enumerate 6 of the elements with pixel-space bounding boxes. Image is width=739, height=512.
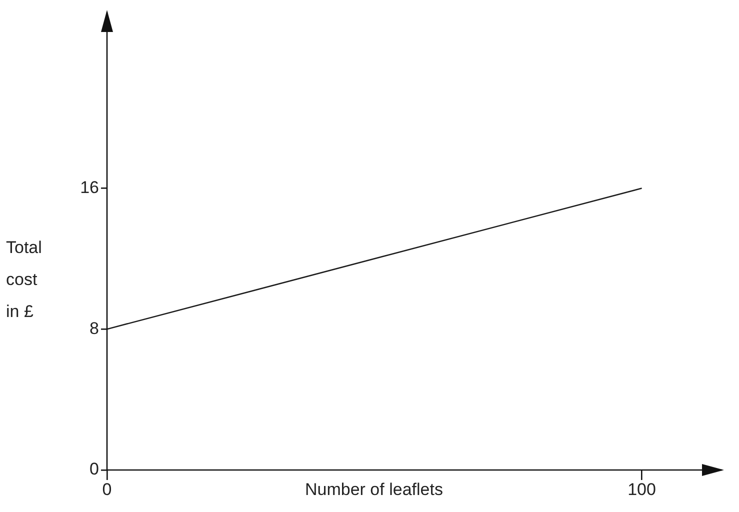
y-tick-label: 0 bbox=[90, 460, 99, 479]
x-tick-label: 100 bbox=[628, 480, 656, 499]
y-tick-label: 16 bbox=[80, 178, 99, 197]
x-axis-title: Number of leaflets bbox=[305, 480, 443, 500]
y-axis-title: Total cost in £ bbox=[6, 237, 43, 323]
y-tick-label: 8 bbox=[90, 318, 99, 338]
